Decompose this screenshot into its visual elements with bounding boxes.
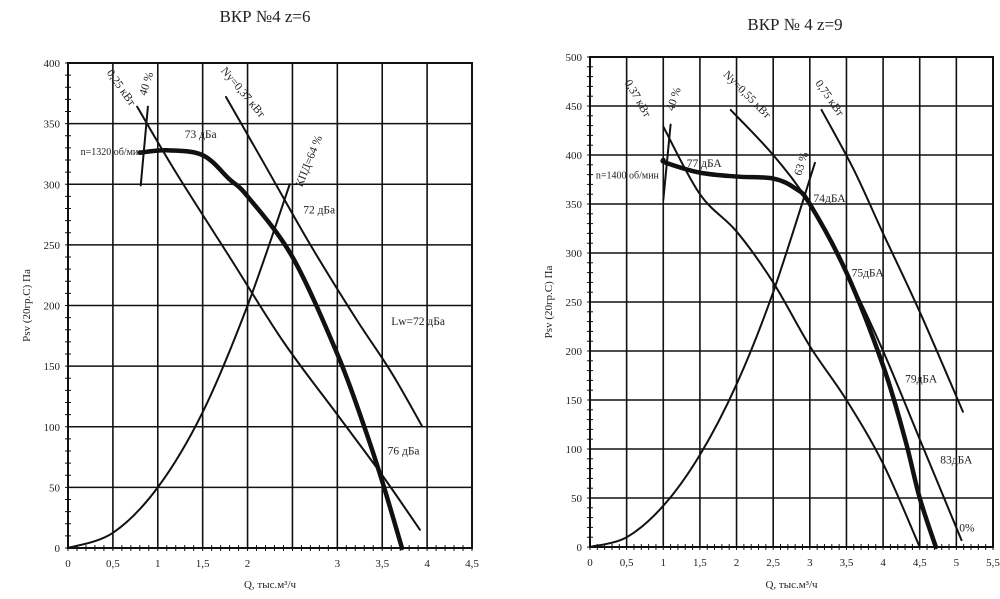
x-axis-label: Q, тыс.м³/ч bbox=[765, 579, 818, 591]
y-tick-label: 100 bbox=[566, 444, 583, 456]
chart-title: ВКР № 4 z=9 bbox=[747, 15, 842, 34]
y-tick-label: 150 bbox=[566, 395, 583, 407]
annotation-label: n=1400 об/мин bbox=[596, 171, 660, 182]
y-tick-label: 150 bbox=[44, 361, 61, 373]
x-tick-label: 2 bbox=[245, 558, 251, 570]
y-tick-label: 300 bbox=[44, 179, 61, 191]
y-tick-label: 0 bbox=[577, 542, 583, 554]
chart-title: ВКР №4 z=6 bbox=[220, 7, 311, 26]
x-tick-label: 4 bbox=[880, 557, 886, 569]
x-tick-label: 0 bbox=[587, 557, 593, 569]
y-tick-label: 350 bbox=[44, 119, 61, 131]
chart-1: ВКР №4 z=6 0 0,5 1 1,5 2 3 3,5 4 4,5 0 50 100 150 200 2… bbox=[21, 7, 479, 591]
annotation-label: 0,25 кВт bbox=[104, 68, 138, 109]
y-tick-label: 200 bbox=[44, 301, 61, 313]
annotation-label: 72 дБа bbox=[303, 204, 335, 216]
y-tick-label: 400 bbox=[566, 150, 583, 162]
series-line-5 bbox=[67, 183, 291, 549]
y-tick-label: 50 bbox=[49, 482, 61, 494]
series-line-6 bbox=[589, 161, 816, 548]
x-tick-label: 0,5 bbox=[620, 557, 634, 569]
annotation-label: Lw=72 дБа bbox=[391, 316, 445, 328]
y-tick-label: 500 bbox=[566, 52, 583, 64]
y-tick-label: 250 bbox=[566, 297, 583, 309]
series-line-2 bbox=[662, 125, 921, 548]
annotation-label: 0% bbox=[959, 522, 975, 534]
series-line-5 bbox=[662, 123, 672, 202]
annotation-label: 73 дБа bbox=[185, 129, 217, 141]
x-tick-label: 1,5 bbox=[196, 558, 210, 570]
x-tick-label: 5 bbox=[954, 557, 960, 569]
x-tick-label: 2 bbox=[734, 557, 740, 569]
y-tick-label: 100 bbox=[44, 422, 61, 434]
x-tick-label: 3 bbox=[807, 557, 813, 569]
annotation-label: n=1320 об/мин bbox=[81, 147, 145, 158]
y-axis-label: Psv (20гр.С) Па bbox=[543, 266, 555, 339]
y-tick-label: 250 bbox=[44, 240, 61, 252]
series-line-4 bbox=[139, 105, 149, 187]
pressure-curve bbox=[137, 148, 405, 551]
annotation-label: 74дБА bbox=[813, 193, 846, 205]
annotation-label: 76 дБа bbox=[388, 446, 420, 458]
x-tick-label: 3 bbox=[335, 558, 341, 570]
series-line-2 bbox=[136, 105, 421, 531]
x-tick-label: 4 bbox=[424, 558, 430, 570]
x-tick-label: 1 bbox=[155, 558, 161, 570]
x-tick-label: 2,5 bbox=[766, 557, 780, 569]
x-tick-label: 5,5 bbox=[986, 557, 1000, 569]
series-line-3 bbox=[729, 108, 963, 542]
y-tick-label: 50 bbox=[571, 493, 583, 505]
annotation-label: КПД=64 % bbox=[294, 134, 326, 189]
x-axis-label: Q, тыс.м³/ч bbox=[244, 579, 297, 591]
y-tick-label: 350 bbox=[566, 199, 583, 211]
x-tick-label: 0,5 bbox=[106, 558, 120, 570]
y-tick-label: 200 bbox=[566, 346, 583, 358]
annotation-label: 77 дБА bbox=[687, 158, 723, 170]
series-line-4 bbox=[820, 108, 964, 413]
y-tick-label: 400 bbox=[44, 58, 61, 70]
series-line-3 bbox=[225, 95, 423, 427]
x-tick-label: 4,5 bbox=[465, 558, 479, 570]
annotation-label: 83дБА bbox=[940, 455, 973, 467]
annotation-label: 0,75 кВт bbox=[812, 78, 846, 119]
annotation-label: 79дБА bbox=[905, 373, 938, 385]
annotation-label: 40 % bbox=[665, 86, 684, 113]
x-tick-label: 1 bbox=[661, 557, 667, 569]
x-tick-label: 0 bbox=[65, 558, 71, 570]
chart-2: ВКР № 4 z=9 0 0,5 1 1,5 2 2,5 3 3,5 4 4,5 5 5,5 0 50 10… bbox=[543, 15, 1000, 591]
y-axis-label: Psv (20гр.С) Па bbox=[21, 269, 33, 342]
x-tick-label: 1,5 bbox=[693, 557, 707, 569]
x-tick-label: 3,5 bbox=[375, 558, 389, 570]
y-tick-label: 300 bbox=[566, 248, 583, 260]
y-tick-label: 0 bbox=[55, 543, 61, 555]
y-tick-label: 450 bbox=[566, 101, 583, 113]
annotation-label: 40 % bbox=[137, 70, 156, 97]
x-tick-label: 4,5 bbox=[913, 557, 927, 569]
annotation-label: Ny=0,55 кВт bbox=[721, 69, 773, 121]
x-tick-label: 3,5 bbox=[840, 557, 854, 569]
annotation-label: 75дБА bbox=[852, 268, 885, 280]
annotation-label: Ny=0,37 кВт bbox=[218, 65, 267, 120]
